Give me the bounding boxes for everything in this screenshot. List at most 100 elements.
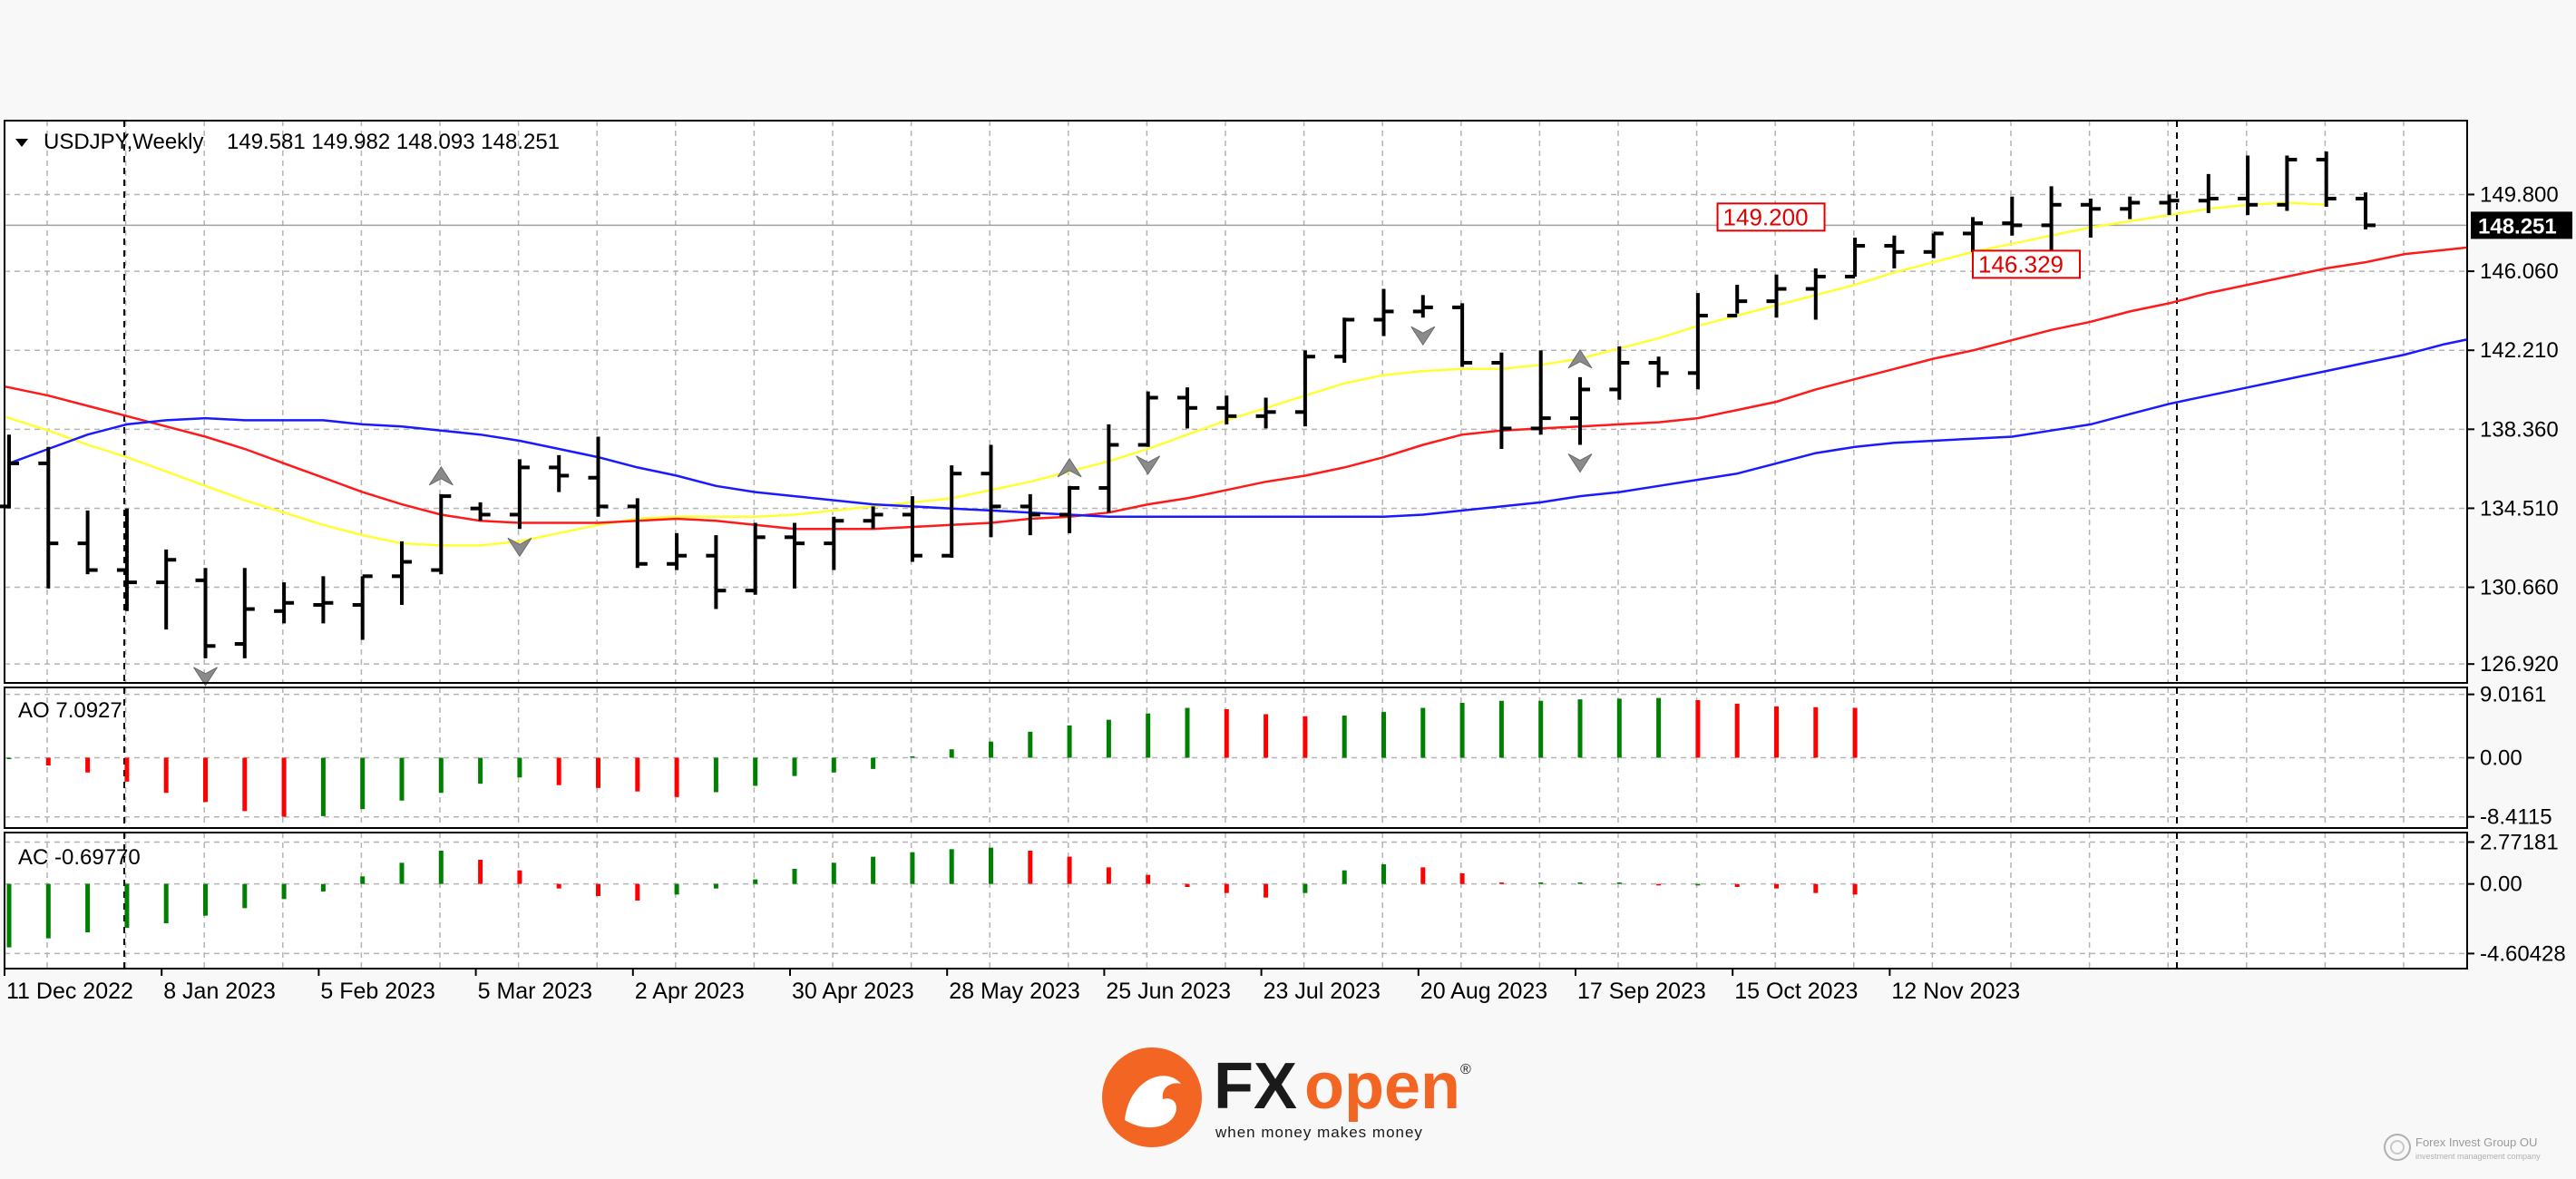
ohlc-bar <box>116 508 137 611</box>
fractal-down-icon <box>1136 455 1161 475</box>
collapse-triangle-icon[interactable] <box>15 139 28 147</box>
ohlc-bar <box>942 465 962 558</box>
y-axis-tick-label: 138.360 <box>2480 417 2559 442</box>
y-axis-tick-label: 0.00 <box>2480 746 2522 771</box>
corp-seal-inner <box>2390 1140 2405 1155</box>
ohlc-bar <box>1373 288 1394 336</box>
fractal-up-icon <box>1057 457 1082 478</box>
ohlc-bar <box>1412 295 1433 318</box>
x-axis-tick-label: 28 May 2023 <box>949 979 1080 1004</box>
ohlc-bar <box>2002 196 2023 236</box>
corp-name: Forex Invest Group OU <box>2415 1135 2537 1149</box>
fractal-up-icon <box>428 465 454 486</box>
x-axis-tick-label: 23 Jul 2023 <box>1264 979 1381 1004</box>
dragon-mark <box>1125 1076 1181 1128</box>
ohlc-bar <box>1491 352 1512 450</box>
x-axis-tick-label: 15 Oct 2023 <box>1734 979 1858 1004</box>
ohlc-bar <box>981 444 1001 538</box>
y-axis-tick-label: 142.210 <box>2480 338 2559 363</box>
ohlc-bar <box>392 541 412 606</box>
ohlc-bar <box>863 506 883 530</box>
ohlc-bar <box>785 522 805 589</box>
y-axis-tick-label: -8.4115 <box>2480 805 2552 830</box>
ohlc-bar <box>1805 268 1826 320</box>
ohlc-bar <box>1845 237 1866 278</box>
ohlc-bar <box>2277 155 2298 211</box>
ohlc-bar <box>627 498 648 569</box>
price-label: 149.200 <box>1716 202 1826 232</box>
fractal-down-icon <box>1410 326 1436 346</box>
x-axis-tick-label: 8 Jan 2023 <box>163 979 276 1004</box>
x-axis-tick-label: 17 Sep 2023 <box>1577 979 1706 1004</box>
ohlc-bar <box>1609 346 1630 400</box>
oscillator-histograms <box>6 697 1858 948</box>
ohlc-bar <box>313 576 334 624</box>
current-price-box <box>2471 211 2572 239</box>
price-label: 146.329 <box>1972 249 2081 279</box>
y-axis-tick-label: 2.77181 <box>2480 830 2559 854</box>
x-axis-tick-label: 11 Dec 2022 <box>6 979 133 1004</box>
ohlc-bar <box>2316 151 2337 208</box>
ohlc-bar <box>549 454 570 492</box>
fractal-up-icon <box>1567 348 1593 369</box>
y-axis-tick-label: 126.920 <box>2480 652 2559 677</box>
ohlc-bar <box>1255 397 1276 429</box>
dragon-eye <box>1166 1086 1174 1094</box>
ohlc-bar <box>1687 293 1708 390</box>
ohlc-bar <box>902 496 922 562</box>
ohlc-bar <box>1648 356 1669 388</box>
fractal-down-icon <box>193 667 218 687</box>
moving-average-line <box>8 338 2467 518</box>
x-axis-tick-label: 20 Aug 2023 <box>1420 979 1547 1004</box>
price-label-text: 146.329 <box>1978 250 2064 278</box>
fractal-down-icon <box>1567 453 1593 473</box>
ohlc-bar <box>2159 194 2180 216</box>
ohlc-bar <box>588 436 609 517</box>
moving-average-line <box>5 246 2467 531</box>
ohlc-bar <box>824 516 844 570</box>
ohlc-bar <box>2238 155 2259 216</box>
ohlc-bar <box>1294 350 1315 427</box>
ohlc-bar <box>2120 196 2141 219</box>
ohlc-bar <box>352 574 373 640</box>
corp-watermark: Forex Invest Group OU investment managem… <box>2384 1134 2541 1161</box>
y-axis-tick-label: 134.510 <box>2480 496 2559 521</box>
ohlc-bar <box>1216 395 1237 424</box>
ohlc-values: 149.581 149.982 148.093 148.251 <box>227 130 560 154</box>
ohlc-bar <box>470 502 491 521</box>
logo-registered: ® <box>1460 1062 1471 1077</box>
corp-sub: investment management company <box>2415 1152 2541 1161</box>
ohlc-bar <box>2041 186 2062 255</box>
price-label-box <box>1716 202 1826 232</box>
ohlc-bar <box>1137 391 1158 447</box>
fractal-markers: 149.200 146.329 <box>193 202 2081 687</box>
y-axis-tick-label: 146.060 <box>2480 259 2559 284</box>
ohlc-bar <box>1766 274 1787 318</box>
ohlc-bar <box>1177 387 1197 429</box>
chart-header: USDJPY,Weekly 149.581 149.982 148.093 14… <box>15 130 560 154</box>
ohlc-bar <box>274 582 295 624</box>
ohlc-bar <box>1530 350 1551 435</box>
price-label-text: 149.200 <box>1723 203 1809 230</box>
ohlc-bar <box>431 493 452 575</box>
symbol-label: USDJPY,Weekly <box>44 130 204 154</box>
ohlc-bar <box>1570 376 1590 445</box>
y-axis-tick-label: 9.0161 <box>2480 683 2546 707</box>
logo-open: open <box>1304 1050 1460 1123</box>
ohlc-bar <box>1884 235 1905 268</box>
ohlc-bar <box>1059 485 1080 533</box>
y-axis-tick-label: -4.60428 <box>2480 941 2566 966</box>
price-label-box <box>1972 249 2081 279</box>
x-axis-tick-label: 30 Apr 2023 <box>792 979 914 1004</box>
ohlc-bar <box>1452 303 1473 367</box>
ohlc-bar <box>1727 285 1748 317</box>
ohlc-bar <box>156 549 177 630</box>
logo-tagline: when money makes money <box>1215 1124 1423 1141</box>
ohlc-bar <box>77 510 98 575</box>
ohlc-bar <box>1923 231 1944 258</box>
ohlc-bar <box>706 535 727 609</box>
fractal-down-icon <box>507 537 532 558</box>
price-bars <box>0 151 2376 658</box>
ohlc-bar <box>1334 317 1355 364</box>
